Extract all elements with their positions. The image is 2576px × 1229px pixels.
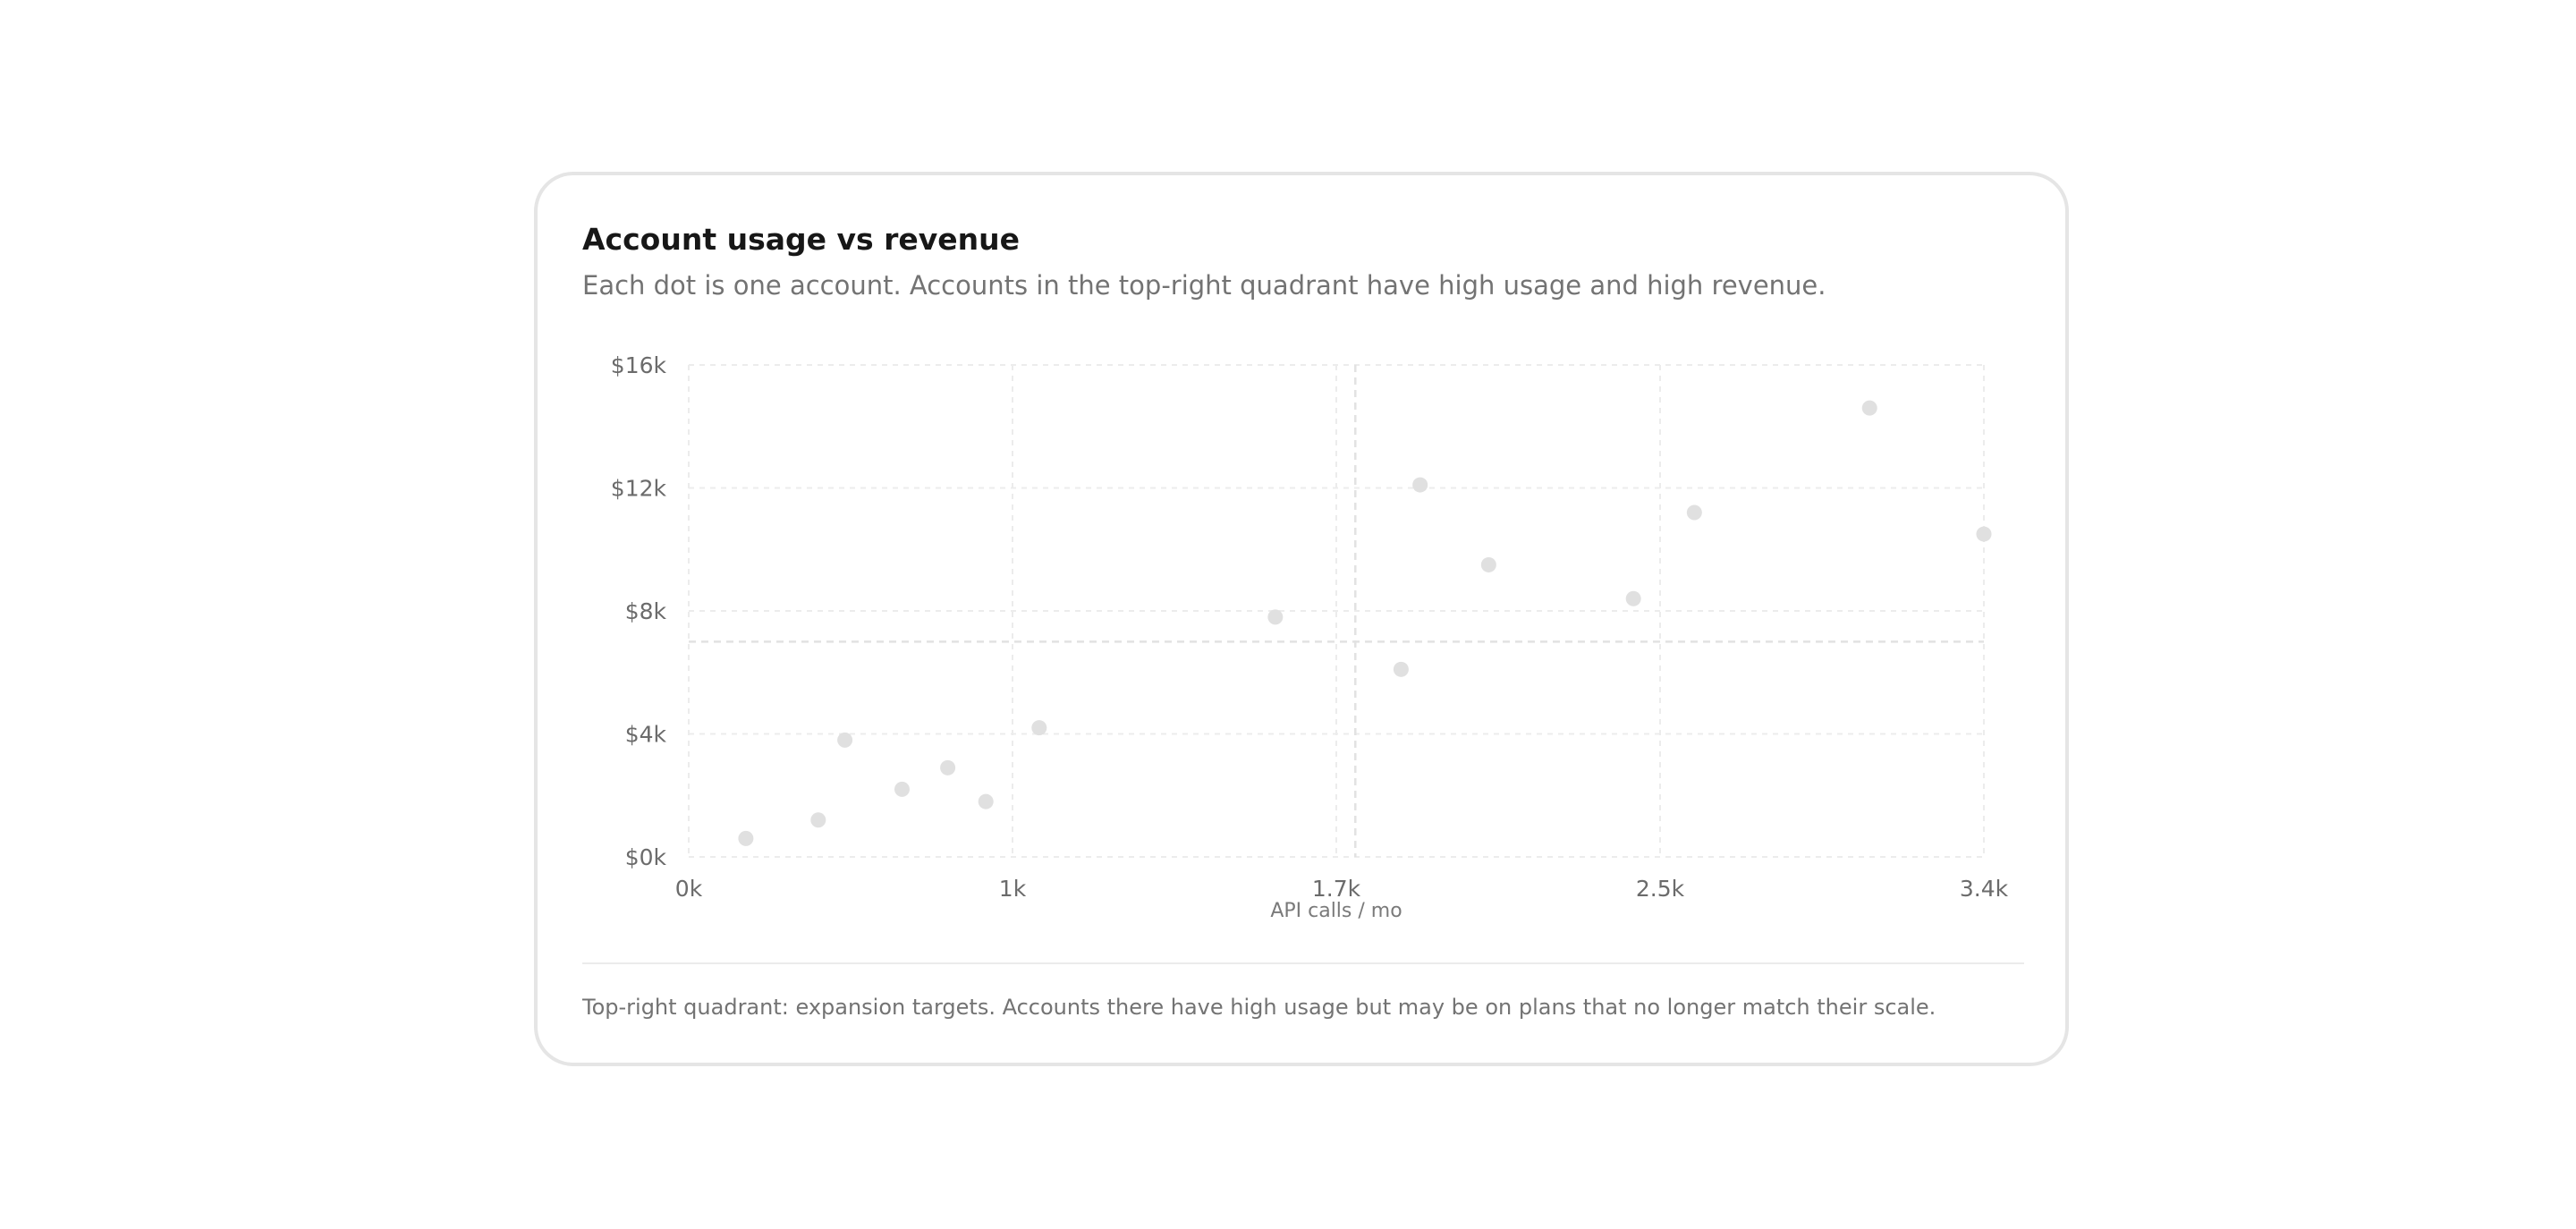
data-point-12[interactable] [1625, 590, 1641, 606]
data-point-7[interactable] [1031, 720, 1047, 736]
chart-subtitle: Each dot is one account. Accounts in the… [582, 270, 1826, 301]
data-point-2[interactable] [810, 812, 826, 828]
y-tick-label: $8k [625, 598, 667, 624]
x-tick-label: 2.5k [1636, 876, 1685, 902]
x-tick-label: 0k [675, 876, 703, 902]
data-point-8[interactable] [1267, 609, 1284, 625]
chart-card: Account usage vs revenue Each dot is one… [534, 172, 2069, 1066]
data-point-13[interactable] [1686, 504, 1702, 521]
data-point-5[interactable] [940, 759, 956, 776]
data-point-9[interactable] [1393, 661, 1409, 677]
chart-footnote: Top-right quadrant: expansion targets. A… [582, 995, 1936, 1020]
data-point-1[interactable] [738, 830, 754, 846]
data-point-11[interactable] [1480, 556, 1496, 572]
data-point-4[interactable] [894, 781, 910, 797]
x-tick-label: 1k [999, 876, 1027, 902]
y-tick-label: $16k [611, 352, 667, 378]
x-tick-label: 3.4k [1960, 876, 2009, 902]
y-tick-label: $4k [625, 722, 667, 748]
data-point-3[interactable] [837, 732, 853, 748]
y-tick-label: $12k [611, 476, 667, 502]
quadrant-lines [689, 365, 1984, 857]
x-axis-ticks: 0k 1k 1.7k 2.5k 3.4k [675, 876, 2009, 902]
data-point-14[interactable] [1861, 400, 1877, 416]
data-point-6[interactable] [978, 793, 994, 809]
footer-divider [582, 962, 2024, 964]
scatter-plot: $0k $4k $8k $12k $16k 0k 1k 1.7k 2.5k 3.4k API c… [611, 352, 2009, 922]
chart-title: Account usage vs revenue [582, 222, 1021, 257]
data-point-10[interactable] [1412, 477, 1428, 493]
y-tick-label: $0k [625, 844, 667, 870]
x-axis-label: API calls / mo [1270, 900, 1402, 922]
x-tick-label: 1.7k [1312, 876, 1361, 902]
y-axis-ticks: $0k $4k $8k $12k $16k [611, 352, 667, 870]
data-points [738, 400, 1992, 846]
data-point-15[interactable] [1976, 526, 1992, 542]
grid-lines [688, 364, 1985, 858]
